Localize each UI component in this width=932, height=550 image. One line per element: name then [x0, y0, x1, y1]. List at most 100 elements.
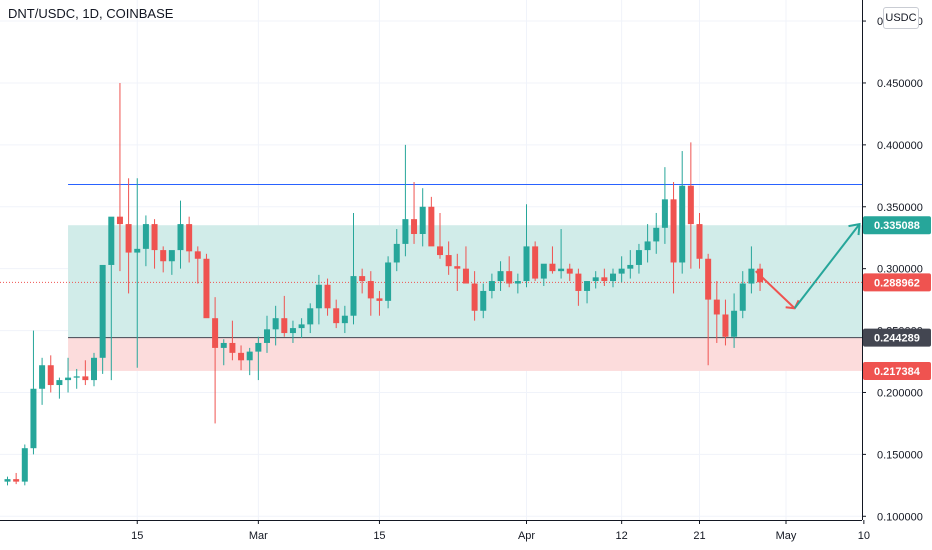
candle-body	[393, 243, 400, 263]
candle-body	[350, 276, 357, 316]
candle-body	[523, 246, 530, 282]
candle-body	[255, 342, 262, 352]
candle	[281, 295, 288, 337]
candle-body	[635, 250, 642, 265]
candle-body	[125, 224, 132, 253]
candle	[56, 377, 63, 399]
price-tick-label: 0.350000	[877, 202, 923, 214]
candle	[99, 264, 106, 374]
candle	[385, 256, 392, 309]
candle-body	[592, 277, 599, 282]
candle-body	[298, 324, 305, 329]
price-tick-label: 0.100000	[877, 511, 923, 523]
candle	[289, 320, 296, 343]
candle	[39, 357, 46, 405]
range-zone-lower	[68, 337, 863, 371]
candle	[134, 178, 141, 368]
projection-up-line	[793, 223, 861, 309]
candle-body	[584, 281, 591, 291]
candle	[722, 299, 729, 346]
candle-body	[39, 365, 46, 389]
candle	[471, 271, 478, 321]
candle-body	[91, 357, 97, 381]
candle-body	[186, 224, 193, 252]
price-label-box	[863, 361, 931, 380]
candle-body	[480, 290, 487, 311]
candle-body	[402, 219, 409, 244]
time-tick-label: 12	[616, 530, 628, 542]
candle-body	[359, 276, 366, 282]
candle	[194, 246, 201, 284]
candle	[350, 212, 357, 325]
candle-body	[203, 258, 210, 319]
candle	[532, 241, 539, 282]
time-tick-label: 10	[858, 530, 870, 542]
candle-body	[419, 206, 426, 234]
candle	[670, 182, 677, 294]
time-axis-ticks: 15 Mar 15 Apr 12 21 May 10	[131, 520, 870, 542]
price-label-text: 0.217384	[874, 366, 921, 378]
candle-body	[497, 271, 504, 282]
candle-body	[376, 298, 383, 301]
candle-body	[739, 283, 746, 311]
candle	[246, 347, 253, 376]
candle-body	[65, 377, 72, 381]
candle-body	[21, 448, 28, 482]
price-label-neutral: 0.244289	[863, 328, 931, 347]
candle-body	[4, 479, 11, 482]
candle-body	[514, 281, 521, 284]
candle	[324, 278, 331, 316]
price-tick-label: 0.150000	[877, 449, 923, 461]
price-label-box	[863, 216, 931, 235]
candle	[627, 250, 634, 279]
candle-body	[168, 250, 175, 262]
candle-body	[212, 318, 219, 348]
candle-body	[566, 268, 573, 274]
candle-body	[333, 308, 340, 324]
candle-body	[575, 273, 582, 291]
candle	[168, 250, 175, 275]
candle	[644, 224, 651, 263]
candle	[454, 253, 461, 291]
candle-body	[445, 255, 452, 267]
candle	[601, 268, 608, 286]
candle-body	[315, 284, 322, 309]
candle	[255, 336, 262, 381]
candle-body	[653, 227, 660, 242]
candle-body	[731, 310, 738, 337]
candle	[333, 299, 340, 329]
candle-body	[454, 266, 461, 269]
candle	[739, 271, 746, 319]
candle	[376, 290, 383, 316]
candle-body	[47, 365, 54, 386]
candle-body	[194, 251, 201, 259]
candle	[575, 268, 582, 306]
projection-down-line	[755, 270, 796, 310]
candle	[65, 357, 72, 393]
candle	[73, 368, 80, 389]
candle-body	[532, 246, 539, 279]
time-tick-label: Mar	[249, 530, 268, 542]
projection-up-arrowhead	[848, 222, 861, 236]
candle	[393, 229, 400, 272]
candle-body	[601, 277, 608, 282]
candle	[203, 253, 210, 319]
candle	[47, 355, 54, 393]
candle	[160, 246, 167, 273]
candle	[4, 476, 11, 486]
candle-body	[644, 241, 651, 251]
candle	[108, 216, 115, 381]
candle-body	[108, 216, 115, 265]
candle	[549, 246, 556, 274]
candle	[558, 229, 565, 279]
candle-body	[220, 342, 227, 348]
candle	[229, 320, 236, 361]
candle	[177, 200, 184, 269]
candle	[731, 293, 738, 348]
candle-body	[722, 314, 729, 337]
currency-button[interactable]: USDC	[883, 7, 919, 29]
candle-body	[116, 216, 123, 225]
candle-body	[73, 376, 80, 378]
candle	[142, 215, 149, 267]
